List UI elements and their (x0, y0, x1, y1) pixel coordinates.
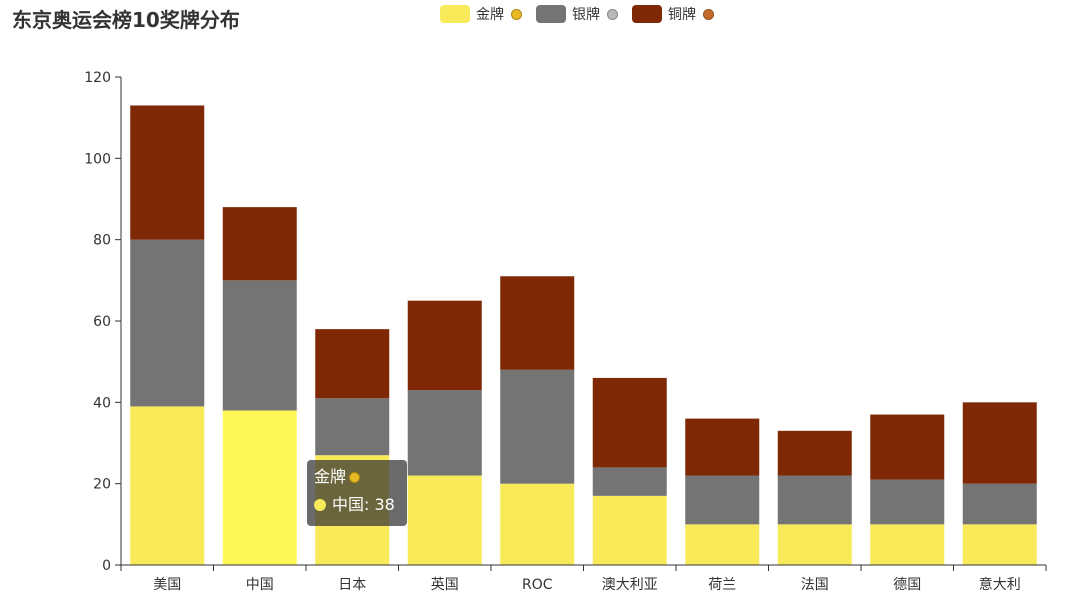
bar-silver-8[interactable] (870, 479, 945, 525)
legend-item-bronze[interactable]: 铜牌 (632, 4, 714, 24)
legend: 金牌 银牌 铜牌 (440, 4, 714, 24)
bar-gold-3[interactable] (407, 475, 482, 565)
tooltip-dot (314, 499, 326, 511)
x-tick-label: 美国 (153, 577, 181, 593)
bar-bronze-0[interactable] (130, 105, 205, 240)
gold-medal-icon (349, 471, 361, 483)
legend-swatch-silver (536, 5, 566, 23)
bar-bronze-4[interactable] (500, 276, 575, 370)
bar-bronze-8[interactable] (870, 414, 945, 480)
bar-silver-5[interactable] (592, 467, 667, 496)
bar-silver-1[interactable] (222, 280, 297, 411)
y-tick-label: 120 (84, 70, 111, 86)
bar-silver-7[interactable] (777, 475, 852, 525)
bar-gold-4[interactable] (500, 483, 575, 565)
bar-bronze-3[interactable] (407, 300, 482, 391)
y-tick-label: 40 (93, 395, 111, 411)
legend-swatch-gold (440, 5, 470, 23)
legend-label-gold: 金牌 (476, 7, 504, 23)
bar-bronze-6[interactable] (685, 418, 760, 476)
y-tick-label: 100 (84, 151, 111, 167)
bar-bronze-2[interactable] (315, 329, 390, 399)
x-tick-label: 澳大利亚 (602, 577, 658, 593)
bronze-medal-icon (703, 8, 714, 20)
y-tick-label: 20 (93, 477, 111, 493)
legend-label-bronze: 铜牌 (668, 7, 696, 23)
bar-gold-7[interactable] (777, 524, 852, 565)
bar-bronze-1[interactable] (222, 207, 297, 281)
bar-gold-6[interactable] (685, 524, 760, 565)
legend-item-gold[interactable]: 金牌 (440, 4, 522, 24)
x-tick-label: 法国 (801, 577, 829, 593)
bar-silver-2[interactable] (315, 398, 390, 456)
x-tick-label: 德国 (893, 577, 921, 593)
bar-silver-3[interactable] (407, 390, 482, 476)
chart-title: 东京奥运会榜10奖牌分布 (12, 8, 240, 32)
bar-bronze-9[interactable] (962, 402, 1037, 484)
bar-gold-8[interactable] (870, 524, 945, 565)
gold-medal-icon (511, 8, 522, 20)
bar-silver-0[interactable] (130, 239, 205, 407)
bar-gold-9[interactable] (962, 524, 1037, 565)
y-tick-label: 80 (93, 233, 111, 249)
y-tick-label: 60 (93, 314, 111, 330)
bar-gold-0[interactable] (130, 406, 205, 565)
bar-gold-5[interactable] (592, 495, 667, 565)
bar-silver-6[interactable] (685, 475, 760, 525)
x-tick-label: ROC (522, 577, 553, 593)
bar-silver-9[interactable] (962, 483, 1037, 525)
legend-item-silver[interactable]: 银牌 (536, 4, 618, 24)
x-tick-label: 英国 (431, 576, 459, 593)
bar-gold-1[interactable] (222, 410, 297, 565)
x-tick-label: 日本 (338, 577, 366, 593)
bar-silver-4[interactable] (500, 369, 575, 484)
x-tick-label: 中国 (246, 577, 274, 593)
x-tick-label: 荷兰 (708, 577, 736, 593)
y-tick-label: 0 (102, 558, 111, 574)
x-tick-label: 意大利 (979, 576, 1021, 593)
tooltip: 金牌 中国: 38 (307, 460, 407, 526)
tooltip-series: 金牌 (314, 467, 347, 486)
legend-swatch-bronze (632, 5, 662, 23)
legend-label-silver: 银牌 (572, 7, 600, 23)
bar-bronze-7[interactable] (777, 430, 852, 476)
bar-bronze-5[interactable] (592, 377, 667, 468)
tooltip-text: 中国: 38 (332, 495, 395, 514)
silver-medal-icon (607, 8, 618, 20)
